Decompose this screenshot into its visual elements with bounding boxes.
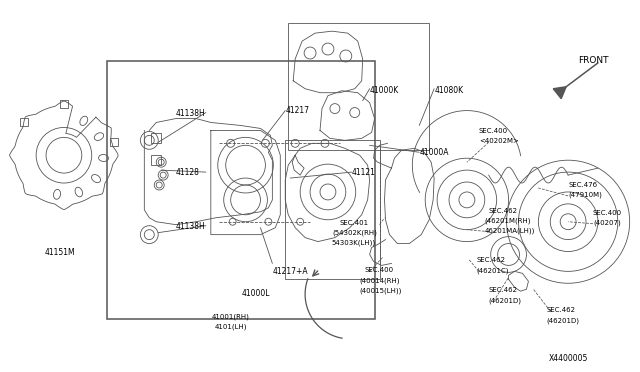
- Text: SEC.462: SEC.462: [489, 287, 518, 293]
- Bar: [285, 140, 380, 279]
- Text: (40015(LH)): (40015(LH)): [360, 287, 402, 294]
- Text: 54303K(LH)): 54303K(LH)): [332, 240, 376, 246]
- Text: X4400005: X4400005: [548, 354, 588, 363]
- Text: SEC.462: SEC.462: [489, 208, 518, 214]
- Text: 41217: 41217: [285, 106, 309, 115]
- Text: 41138H: 41138H: [176, 222, 206, 231]
- Text: 41000L: 41000L: [241, 289, 269, 298]
- Text: 41121: 41121: [352, 168, 376, 177]
- Text: FRONT: FRONT: [578, 56, 608, 65]
- Bar: [151, 134, 161, 143]
- Text: 41080K: 41080K: [434, 86, 463, 95]
- Text: SEC.401: SEC.401: [340, 220, 369, 226]
- Text: <40202M>: <40202M>: [479, 138, 518, 144]
- Text: SEC.462: SEC.462: [477, 257, 506, 263]
- Text: (46201D): (46201D): [547, 317, 579, 324]
- Bar: [107, 61, 374, 319]
- Text: SEC.462: SEC.462: [547, 307, 575, 313]
- Text: (47910M): (47910M): [568, 192, 602, 198]
- Text: (40014(RH): (40014(RH): [360, 277, 400, 284]
- Text: SEC.400: SEC.400: [365, 267, 394, 273]
- Text: 41000A: 41000A: [419, 148, 449, 157]
- Bar: [20, 118, 28, 126]
- Text: SEC.476: SEC.476: [568, 182, 597, 188]
- Polygon shape: [553, 87, 566, 99]
- Bar: [60, 100, 68, 108]
- Text: (40207): (40207): [593, 220, 621, 226]
- Text: (46201D): (46201D): [489, 297, 522, 304]
- Text: 41151M: 41151M: [45, 247, 76, 257]
- Text: 41217+A: 41217+A: [273, 267, 308, 276]
- Text: (46201C): (46201C): [477, 267, 509, 274]
- Text: 41128: 41128: [176, 168, 200, 177]
- Text: (46201M(RH): (46201M(RH): [484, 218, 531, 224]
- Text: SEC.400: SEC.400: [593, 210, 622, 216]
- Text: 41138H: 41138H: [176, 109, 206, 118]
- Text: 46201MA(LH)): 46201MA(LH)): [484, 228, 535, 234]
- Text: 4101(LH): 4101(LH): [214, 324, 247, 330]
- Text: (54302K(RH): (54302K(RH): [332, 230, 377, 236]
- Text: 41001(RH): 41001(RH): [212, 313, 250, 320]
- Bar: [288, 23, 429, 150]
- Text: SEC.400: SEC.400: [479, 128, 508, 134]
- Bar: [110, 138, 118, 146]
- Text: 41000K: 41000K: [370, 86, 399, 95]
- Bar: [151, 155, 161, 165]
